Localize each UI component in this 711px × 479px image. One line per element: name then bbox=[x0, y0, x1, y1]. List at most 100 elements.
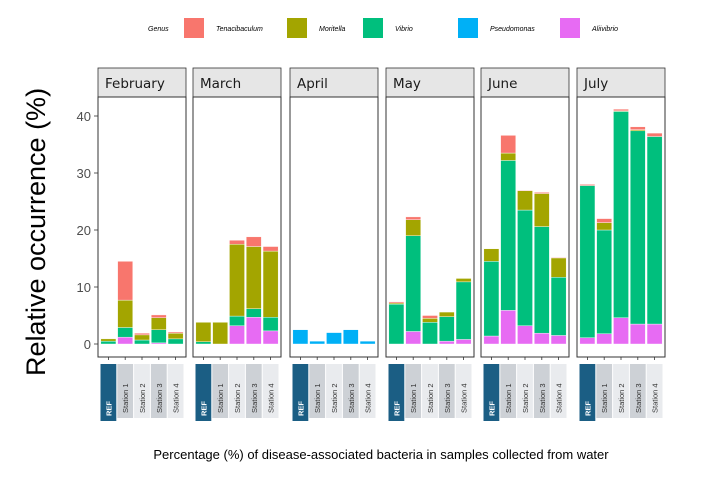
category-label: REF bbox=[104, 401, 113, 416]
bar-segment-tenacibaculum bbox=[151, 314, 167, 318]
category-label-box bbox=[117, 364, 134, 418]
category-label-box bbox=[100, 364, 117, 421]
bar-segment-aliivibrio bbox=[646, 323, 663, 345]
bar-segment-moritella bbox=[517, 190, 533, 211]
bar-segment-vibrio bbox=[455, 281, 472, 340]
category-label-box bbox=[646, 364, 663, 418]
bar-segment-aliivibrio bbox=[534, 332, 550, 345]
category-label: Station 2 bbox=[330, 383, 339, 413]
bar-segment-tenacibaculum bbox=[579, 184, 596, 186]
bar-segment-moritella bbox=[151, 317, 167, 330]
facet-strip-label: February bbox=[105, 76, 165, 92]
bar-segment-tenacibaculum bbox=[134, 332, 150, 336]
category-label: Station 3 bbox=[443, 383, 452, 413]
panel-border bbox=[289, 96, 379, 358]
category-label: Station 2 bbox=[426, 383, 435, 413]
category-label-box bbox=[533, 364, 550, 418]
bar-segment-pseudomonas bbox=[309, 340, 325, 345]
y-axis-label: Relative occurrence (%) bbox=[21, 88, 51, 376]
bar-segment-vibrio bbox=[100, 340, 117, 345]
bar-segment-vibrio bbox=[596, 229, 612, 334]
category-label: Station 1 bbox=[313, 383, 322, 413]
category-label-box bbox=[629, 364, 646, 418]
category-label-box bbox=[292, 364, 309, 421]
category-label-box bbox=[579, 364, 596, 421]
bar-segment-aliivibrio bbox=[550, 335, 567, 345]
category-label: Station 3 bbox=[347, 383, 356, 413]
category-label: Station 4 bbox=[651, 383, 660, 413]
bar-segment-aliivibrio bbox=[229, 325, 245, 345]
bar-segment-vibrio bbox=[405, 235, 421, 332]
category-label-box bbox=[455, 364, 472, 418]
panel-march: March REF Station 1 Station 2 Station 3 Stati… bbox=[192, 67, 282, 421]
bar-segment-moritella bbox=[195, 322, 212, 342]
legend-label: Tenacibaculum bbox=[216, 26, 263, 33]
bar-segment-vibrio bbox=[167, 338, 184, 345]
bar-segment-tenacibaculum bbox=[613, 108, 629, 112]
category-label-box bbox=[422, 364, 438, 418]
category-label: Station 1 bbox=[216, 383, 225, 413]
bar-segment-moritella bbox=[167, 332, 184, 340]
bar-segment-tenacibaculum bbox=[117, 261, 133, 301]
category-label-box bbox=[262, 364, 279, 418]
bar-segment-moritella bbox=[262, 250, 279, 318]
category-label: Station 1 bbox=[121, 383, 130, 413]
bar-segment-vibrio bbox=[613, 111, 629, 318]
bar-segment-tenacibaculum bbox=[646, 132, 663, 137]
bar-segment-vibrio bbox=[483, 261, 500, 337]
bar-segment-pseudomonas bbox=[292, 329, 309, 345]
bar-segment-aliivibrio bbox=[613, 317, 629, 345]
bar-segment-moritella bbox=[596, 222, 612, 231]
facet-panels: February REF Station 1 Station 2 Station 3 St… bbox=[97, 67, 666, 421]
category-label-box bbox=[550, 364, 567, 418]
category-label-box bbox=[438, 364, 455, 418]
facet-strip-label: March bbox=[200, 76, 241, 92]
facet-strip bbox=[97, 67, 187, 98]
legend-title: Genus bbox=[148, 26, 169, 33]
bar-segment-aliivibrio bbox=[517, 325, 533, 345]
y-tick-label: 10 bbox=[77, 280, 91, 295]
bar-segment-moritella bbox=[439, 311, 455, 317]
bar-segment-vibrio bbox=[195, 341, 212, 345]
bar-segment-aliivibrio bbox=[262, 330, 279, 345]
bar-segment-pseudomonas bbox=[326, 332, 342, 345]
bar-segment-pseudomonas bbox=[359, 340, 376, 345]
category-label-box bbox=[150, 364, 167, 418]
panel-july: July REF Station 1 Station 2 Station 3 Statio… bbox=[576, 67, 666, 421]
bar-segment-moritella bbox=[455, 278, 472, 283]
y-tick-label: 0 bbox=[84, 337, 91, 352]
bar-segment-tenacibaculum bbox=[500, 135, 516, 154]
y-tick-label: 20 bbox=[77, 223, 91, 238]
category-label-box bbox=[483, 364, 500, 421]
bar-segment-tenacibaculum bbox=[167, 331, 184, 334]
category-label-box bbox=[229, 364, 245, 418]
bar-segment-moritella bbox=[534, 193, 550, 227]
category-label: Station 2 bbox=[233, 383, 242, 413]
y-axis: 0 10 20 30 40 bbox=[77, 109, 98, 352]
category-label-box bbox=[245, 364, 262, 418]
bar-segment-moritella bbox=[229, 244, 245, 317]
bar-segment-moritella bbox=[134, 334, 150, 341]
category-label: Station 1 bbox=[600, 383, 609, 413]
bar-segment-moritella bbox=[100, 338, 117, 342]
legend: Genus Tenacibaculum Moritella Vibrio Pseudom… bbox=[148, 18, 618, 38]
bar-segment-vibrio bbox=[500, 160, 516, 311]
facet-strip bbox=[192, 67, 282, 98]
category-label-box bbox=[500, 364, 517, 418]
panel-june: June REF Station 1 Station 2 Station 3 Statio… bbox=[480, 67, 570, 421]
category-label-box bbox=[359, 364, 376, 418]
bar-segment-vibrio bbox=[550, 277, 567, 336]
category-label-box bbox=[212, 364, 229, 418]
legend-label: Pseudomonas bbox=[490, 26, 535, 33]
bar-segment-aliivibrio bbox=[630, 323, 646, 345]
category-label-box bbox=[405, 364, 422, 418]
y-tick-label: 30 bbox=[77, 166, 91, 181]
panel-may: May REF Station 1 Station 2 Station 3 Station… bbox=[385, 67, 475, 421]
bar-segment-tenacibaculum bbox=[388, 301, 405, 304]
bar-segment-moritella bbox=[246, 246, 262, 309]
bar-segment-vibrio bbox=[517, 209, 533, 326]
x-axis-label: Percentage (%) of disease-associated bac… bbox=[153, 447, 609, 462]
bar-segment-vibrio bbox=[229, 315, 245, 326]
bar-segment-aliivibrio bbox=[439, 340, 455, 345]
category-label: Station 2 bbox=[617, 383, 626, 413]
